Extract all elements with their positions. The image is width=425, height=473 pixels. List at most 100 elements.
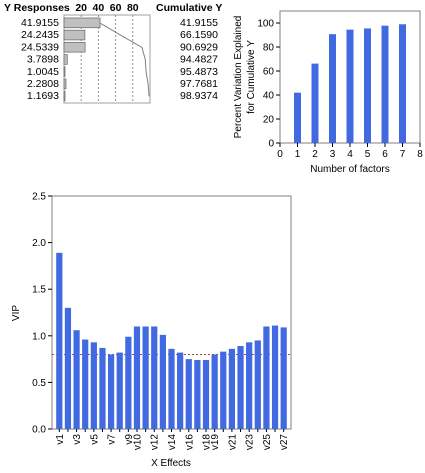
bar	[246, 342, 253, 429]
x-tick-label: 5	[365, 149, 371, 160]
bar	[142, 326, 149, 429]
y-tick-label: 1.0	[32, 331, 46, 342]
cumulative-line	[99, 22, 150, 97]
cumulative-y-values: 41.915566.159090.692994.482795.487397.76…	[180, 17, 218, 102]
bar	[73, 330, 80, 429]
x-tick-label: 8	[417, 149, 423, 160]
scale-tick-label: 60	[110, 2, 122, 14]
scale-gridlines	[80, 15, 134, 103]
bar	[151, 326, 158, 429]
bar	[381, 25, 389, 143]
y-response-value: 3.7898	[27, 54, 59, 66]
bar	[329, 34, 336, 144]
y-response-bar	[63, 90, 66, 102]
x-tick-label: v21	[227, 434, 238, 451]
scale-tick-label: 40	[93, 2, 105, 14]
variation-table: Y Responses Cumulative Y 20 40 60 80 41.915…	[4, 2, 222, 104]
y-axis-label-line2: for Cumulative Y	[246, 40, 257, 114]
y-response-value: 24.5339	[21, 41, 59, 53]
y-response-bars	[63, 17, 101, 102]
y-response-value: 2.2808	[27, 78, 59, 90]
bar	[159, 334, 166, 429]
y-axis-label-line1: Percent Variation Explained	[233, 16, 244, 139]
bar	[107, 354, 115, 429]
y-tick-label: 2.5	[32, 192, 46, 203]
bar	[168, 348, 175, 429]
x-tick-label: 6	[382, 149, 388, 160]
bar	[177, 352, 184, 429]
cumulative-y-value: 98.9374	[180, 90, 218, 102]
bar	[228, 348, 236, 429]
bar	[202, 360, 210, 429]
y-axis-label: VIP	[11, 305, 22, 321]
y-response-bar	[63, 78, 67, 90]
bar	[346, 29, 354, 144]
y-response-bar	[63, 66, 66, 77]
bar	[64, 307, 72, 429]
bar	[271, 325, 279, 429]
bar	[116, 352, 123, 429]
y-tick-label: 40	[263, 91, 275, 102]
scale-box	[63, 14, 151, 104]
bar	[237, 346, 244, 429]
cumulative-y-value: 66.1590	[180, 29, 218, 41]
x-tick-label: v5	[89, 434, 100, 445]
scale-tick-label: 80	[127, 2, 139, 14]
bar	[280, 327, 287, 429]
x-tick-label: 2	[312, 149, 318, 160]
x-tick-label: v16	[184, 434, 195, 451]
x-tick-label: v12	[150, 434, 161, 451]
y-axis-ticks: 0 20 40 60 80 100	[257, 19, 280, 150]
y-response-value: 1.0045	[27, 66, 59, 78]
x-tick-label: v25	[262, 434, 273, 451]
y-tick-label: 100	[257, 19, 274, 30]
bar	[185, 359, 192, 429]
y-response-value: 24.2435	[21, 29, 59, 41]
cumulative-y-value: 95.4873	[180, 66, 218, 78]
y-response-values: 41.915524.243524.53393.78981.00452.28081…	[21, 17, 59, 102]
bar	[194, 360, 201, 429]
y-response-bar	[63, 54, 68, 65]
x-tick-label: 0	[277, 149, 283, 160]
y-tick-label: 0	[268, 139, 274, 150]
cumulative-y-value: 97.7681	[180, 78, 218, 90]
x-tick-label: 1	[295, 149, 301, 160]
y-tick-label: 80	[263, 43, 275, 54]
x-tick-label: 7	[400, 149, 406, 160]
y-response-bar	[63, 29, 86, 41]
x-tick-label: v23	[245, 434, 256, 451]
x-tick-label: v9	[124, 434, 135, 445]
y-axis-ticks: 0.0 0.5 1.0 1.5 2.0 2.5	[32, 192, 52, 436]
y-responses-header: Y Responses	[4, 2, 70, 14]
x-tick-label: v1	[55, 434, 66, 445]
cumulative-y-value: 94.4827	[180, 54, 218, 66]
x-tick-label: v7	[107, 434, 118, 445]
y-tick-label: 60	[263, 67, 275, 78]
x-tick-label: v14	[167, 434, 178, 451]
x-tick-label: v18	[202, 434, 213, 451]
bar	[90, 342, 97, 429]
y-tick-label: 0.0	[32, 425, 46, 436]
bar	[82, 339, 89, 429]
bar	[254, 340, 261, 429]
y-response-bar	[63, 17, 101, 29]
bar	[125, 336, 132, 429]
x-tick-label: v27	[279, 434, 290, 451]
scale-tick-label: 20	[75, 2, 87, 14]
x-tick-label: v3	[72, 434, 83, 445]
bar	[211, 354, 218, 429]
x-tick-label: 4	[347, 149, 353, 160]
y-tick-label: 1.5	[32, 285, 46, 296]
y-response-value: 1.1693	[27, 90, 59, 102]
bar	[56, 252, 63, 429]
x-tick-label: 3	[330, 149, 336, 160]
x-axis-label: Number of factors	[310, 164, 389, 175]
bars	[294, 24, 406, 144]
x-axis-label: X Effects	[151, 458, 191, 469]
bars	[56, 252, 287, 429]
